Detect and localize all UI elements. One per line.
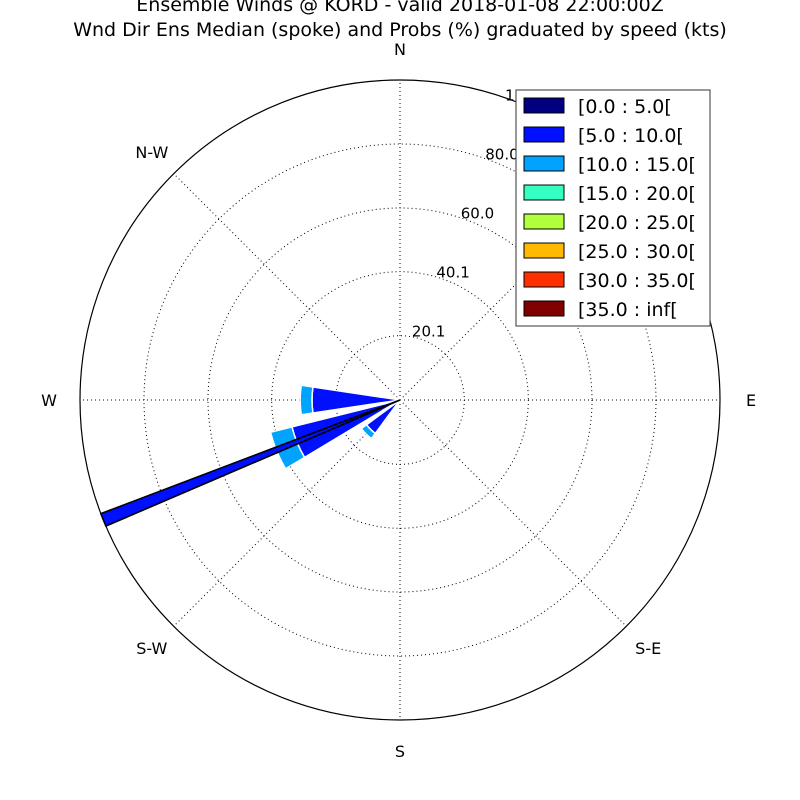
polar-frame	[79, 79, 721, 721]
direction-label: N	[394, 40, 406, 59]
radial-gridline	[143, 143, 657, 657]
legend-swatch	[523, 126, 565, 143]
chart-title: Ensemble Winds @ KORD - valid 2018-01-08…	[136, 0, 664, 16]
sector-bar	[299, 384, 314, 416]
legend-swatch	[523, 184, 565, 201]
legend-label: [25.0 : 30.0[	[578, 241, 696, 263]
legend-swatch	[523, 242, 565, 259]
radial-gridline	[207, 207, 593, 593]
angular-gridline	[173, 399, 401, 627]
angular-gridline	[399, 173, 627, 401]
chart-subtitle: Wnd Dir Ens Median (spoke) and Probs (%)…	[73, 19, 727, 41]
direction-label: W	[41, 391, 57, 410]
direction-label: S-E	[635, 639, 661, 658]
direction-label: S-W	[136, 639, 167, 658]
radial-tick-label: 40.1	[436, 263, 469, 281]
radial-tick-label: 60.0	[461, 205, 494, 223]
legend-label: [15.0 : 20.0[	[578, 183, 696, 205]
legend-swatch	[523, 155, 565, 172]
legend-swatch	[523, 300, 565, 317]
legend-label: [10.0 : 15.0[	[578, 154, 696, 176]
direction-label: S	[395, 742, 405, 761]
angular-gridline	[173, 173, 401, 401]
legend-swatch	[523, 271, 565, 288]
legend-label: [5.0 : 10.0[	[578, 125, 684, 147]
legend-label: [35.0 : inf[	[578, 299, 678, 321]
sector-bar	[392, 395, 401, 401]
legend-swatch	[523, 213, 565, 230]
direction-label: N-W	[135, 143, 168, 162]
legend-label: [20.0 : 25.0[	[578, 212, 696, 234]
legend-label: [30.0 : 35.0[	[578, 270, 696, 292]
direction-label: E	[746, 391, 756, 410]
legend-label: [0.0 : 5.0[	[578, 96, 672, 118]
median-spoke	[99, 399, 401, 528]
angular-gridline	[399, 399, 627, 627]
radial-gridline	[271, 271, 529, 529]
radial-tick-label: 20.1	[412, 323, 445, 341]
legend-swatch	[523, 97, 565, 114]
sector-bar	[360, 423, 377, 440]
radial-tick-label: 80.0	[485, 145, 518, 163]
radial-gridline	[335, 335, 465, 465]
